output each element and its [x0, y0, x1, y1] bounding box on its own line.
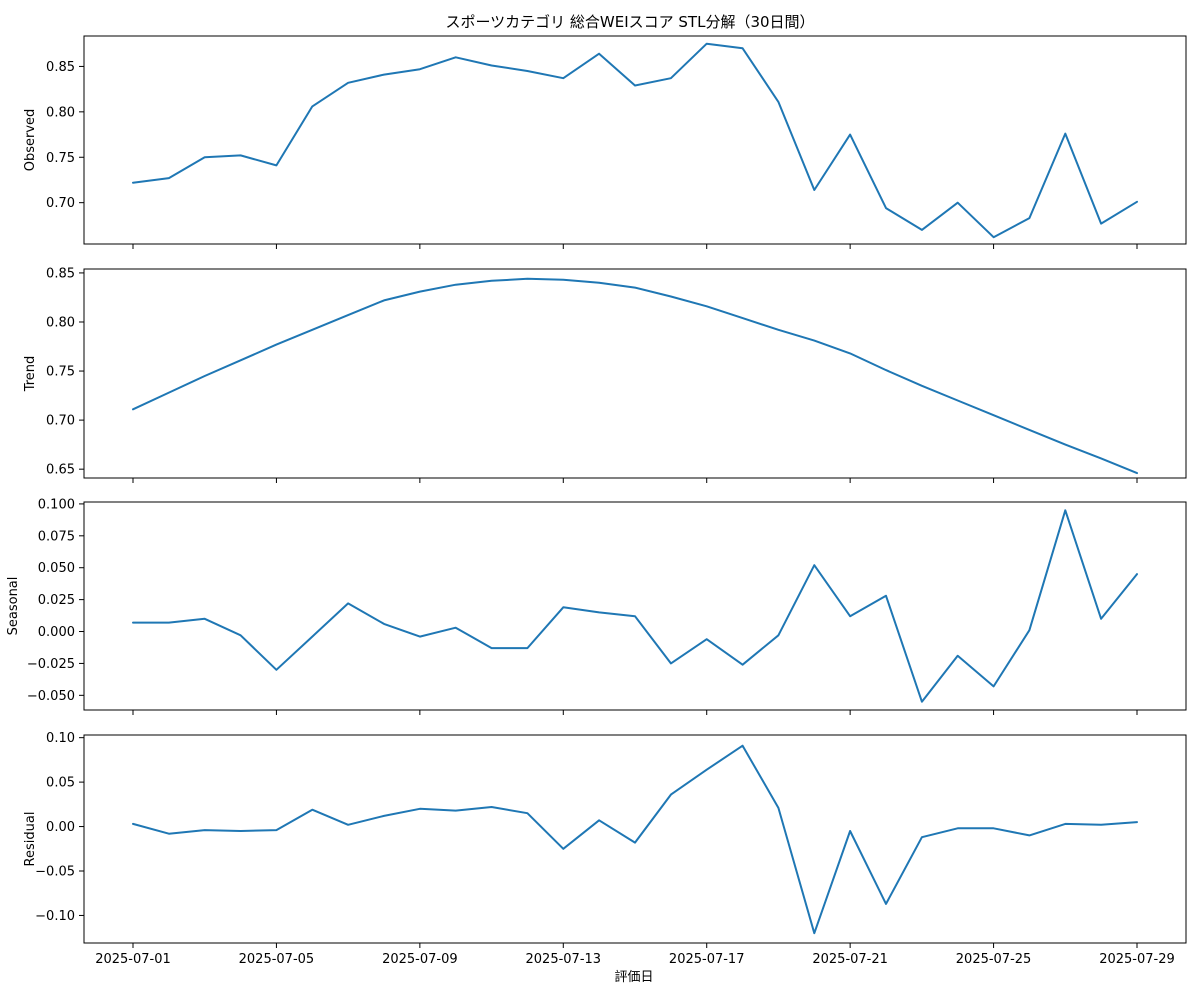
y-tick-label: −0.025: [27, 657, 75, 672]
y-tick-label: 0.75: [46, 365, 75, 380]
y-axis-label: Residual: [23, 812, 38, 867]
y-tick-label: 0.100: [38, 497, 75, 512]
x-tick-label: 2025-07-09: [382, 952, 458, 967]
y-tick-label: 0.85: [46, 60, 75, 75]
y-tick-label: 0.70: [46, 414, 75, 429]
x-tick-label: 2025-07-05: [239, 952, 315, 967]
y-axis-label: Trend: [23, 356, 38, 393]
panels: 0.70 0.75 0.80 0.85 Observed 0.65 0.70 0.75 0.80…: [6, 35, 1187, 967]
y-tick-label: −0.050: [27, 689, 75, 704]
series-line-residual: [132, 744, 1138, 935]
series-line-trend: [132, 277, 1138, 475]
x-tick-label: 2025-07-29: [1099, 952, 1175, 967]
y-tick-label: 0.75: [46, 151, 75, 166]
axes-frame: [83, 35, 1187, 245]
y-tick-label: −0.05: [35, 865, 75, 880]
axes-frame: [83, 501, 1187, 711]
y-axis-label: Observed: [23, 109, 38, 172]
y-tick-label: 0.10: [46, 731, 75, 746]
panel-observed: 0.70 0.75 0.80 0.85 Observed: [23, 35, 1187, 249]
y-tick-label: 0.050: [38, 561, 75, 576]
x-tick-label: 2025-07-21: [812, 952, 888, 967]
y-tick-label: −0.10: [35, 909, 75, 924]
y-tick-label: 0.05: [46, 776, 75, 791]
y-tick-label: 0.00: [46, 820, 75, 835]
y-axis-label: Seasonal: [6, 577, 21, 636]
x-tick-label: 2025-07-17: [669, 952, 745, 967]
panel-residual: −0.10 −0.05 0.00 0.05 0.10 Residual 2025-07-01…: [23, 731, 1187, 967]
axes-frame: [83, 734, 1187, 944]
y-tick-label: 0.70: [46, 196, 75, 211]
x-axis-label: 評価日: [614, 970, 653, 985]
panel-trend: 0.65 0.70 0.75 0.80 0.85 Trend: [23, 266, 1187, 483]
y-tick-label: 0.075: [38, 529, 75, 544]
y-tick-label: 0.85: [46, 266, 75, 281]
series-line-observed: [132, 42, 1138, 239]
y-tick-label: 0.000: [38, 625, 75, 640]
y-tick-label: 0.025: [38, 593, 75, 608]
y-tick-label: 0.80: [46, 105, 75, 120]
x-tick-label: 2025-07-25: [956, 952, 1032, 967]
x-tick-label: 2025-07-13: [526, 952, 602, 967]
y-tick-label: 0.80: [46, 315, 75, 330]
figure-title: スポーツカテゴリ 総合WEIスコア STL分解（30日間）: [445, 13, 814, 31]
series-line-seasonal: [132, 509, 1138, 703]
axes-frame: [83, 268, 1187, 479]
panel-seasonal: −0.050 −0.025 0.000 0.025 0.050 0.075 0.100 Sea…: [6, 497, 1187, 715]
y-tick-label: 0.65: [46, 463, 75, 478]
x-tick-label: 2025-07-01: [95, 952, 171, 967]
